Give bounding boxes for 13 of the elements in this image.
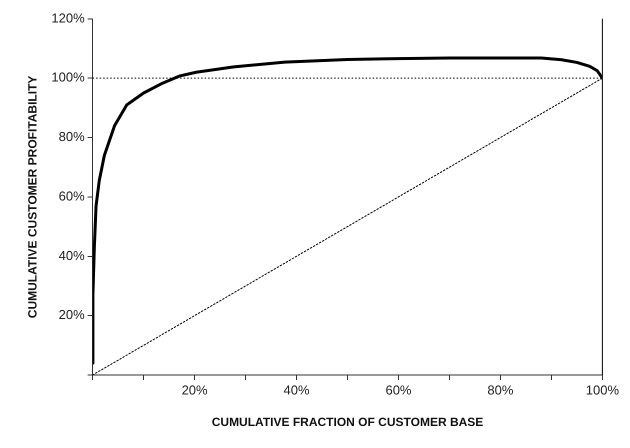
x-tick-label: 40%: [284, 382, 310, 398]
y-tick-label: 120%: [51, 10, 86, 26]
y-tick-label: 60%: [58, 188, 86, 204]
y-tick-label: 80%: [58, 129, 86, 144]
y-tick-label: 100%: [51, 70, 86, 85]
y-axis-title: CUMULATIVE CUSTOMER PROFITABILITY: [26, 76, 40, 318]
x-tick-label: 60%: [385, 382, 412, 398]
y-tick-label: 40%: [58, 248, 86, 263]
x-tick-label: 80%: [487, 382, 514, 398]
y-tick-label: 20%: [58, 307, 86, 322]
x-axis-title: CUMULATIVE FRACTION OF CUSTOMER BASE: [212, 415, 484, 430]
x-tick-label: 100%: [586, 382, 620, 398]
x-tick-label: 20%: [182, 382, 208, 398]
